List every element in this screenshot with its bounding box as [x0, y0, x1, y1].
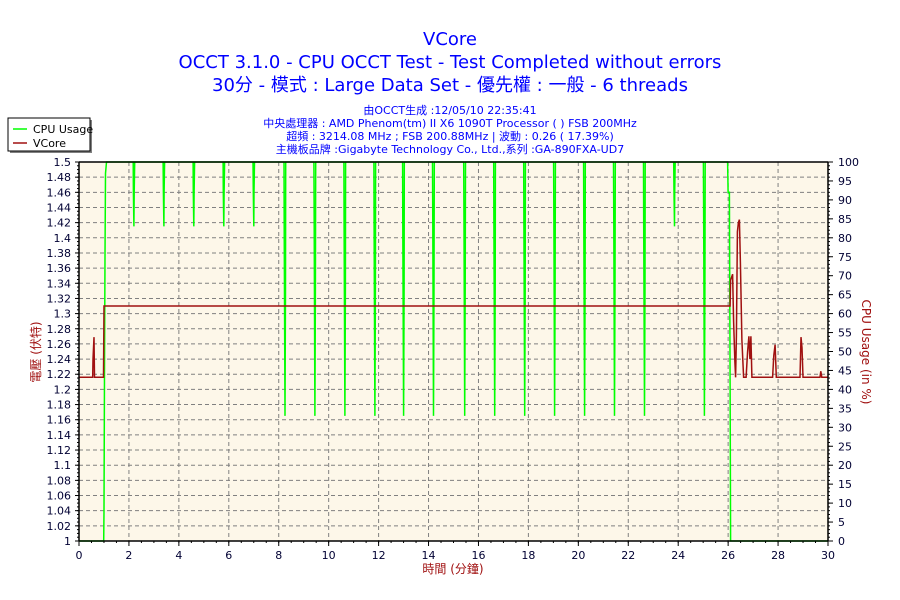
- y2-tick-label: 45: [838, 364, 852, 377]
- y2-tick-label: 40: [838, 383, 852, 396]
- y-tick-label: 1.12: [47, 444, 72, 457]
- chart-title: VCore: [423, 29, 477, 50]
- legend: CPU Usage VCore: [7, 117, 93, 153]
- y2-tick-label: 75: [838, 251, 852, 264]
- x-axis-label: 時間 (分鐘): [422, 561, 483, 576]
- y-tick-label: 1.02: [47, 520, 72, 533]
- y-tick-label: 1.28: [47, 323, 72, 336]
- y2-tick-label: 10: [838, 497, 852, 510]
- y2-tick-label: 35: [838, 402, 852, 415]
- y2-tick-label: 55: [838, 327, 852, 340]
- x-tick-label: 22: [621, 549, 635, 562]
- y-tick-label: 1.46: [47, 186, 72, 199]
- y-tick-label: 1.32: [47, 292, 72, 305]
- y-tick-label: 1.34: [47, 277, 72, 290]
- y-tick-label: 1.3: [54, 308, 72, 321]
- y2-tick-label: 25: [838, 440, 852, 453]
- y-tick-label: 1.22: [47, 368, 72, 381]
- info-cpu: 中央處理器 : AMD Phenom(tm) II X6 1090T Proce…: [263, 116, 637, 130]
- y2-tick-label: 95: [838, 175, 852, 188]
- info-generated: 由OCCT生成 :12/05/10 22:35:41: [363, 103, 536, 117]
- x-tick-label: 18: [521, 549, 535, 562]
- y2-tick-label: 5: [838, 516, 845, 529]
- info-motherboard: 主機板品牌 :Gigabyte Technology Co., Ltd.,系列 …: [276, 142, 624, 156]
- x-tick-label: 8: [275, 549, 282, 562]
- y2-tick-label: 60: [838, 308, 852, 321]
- y2-tick-label: 80: [838, 232, 852, 245]
- y-tick-label: 1.08: [47, 474, 72, 487]
- y-tick-label: 1.24: [47, 353, 72, 366]
- legend-label-cpu-usage: CPU Usage: [33, 123, 93, 136]
- x-tick-label: 12: [372, 549, 386, 562]
- legend-label-vcore: VCore: [33, 137, 66, 150]
- y2-tick-label: 15: [838, 478, 852, 491]
- y-tick-label: 1.42: [47, 217, 72, 230]
- gridlines: [79, 162, 828, 541]
- x-tick-label: 30: [821, 549, 835, 562]
- y-tick-label: 1.26: [47, 338, 72, 351]
- y2-tick-label: 90: [838, 194, 852, 207]
- y2-tick-label: 50: [838, 346, 852, 359]
- y2-axis-label: CPU Usage (in %): [859, 300, 873, 405]
- x-tick-label: 14: [422, 549, 436, 562]
- y2-tick-label: 20: [838, 459, 852, 472]
- axes: 1 1.02 1.04 1.06 1.08 1.1 1.12 1.14 1.16 1.18 1.2 1…: [47, 156, 860, 562]
- y2-tick-label: 65: [838, 289, 852, 302]
- y-tick-label: 1.4: [54, 232, 72, 245]
- x-tick-label: 16: [471, 549, 485, 562]
- y-tick-label: 1: [64, 535, 71, 548]
- y-tick-label: 1.44: [47, 201, 72, 214]
- y-tick-label: 1.2: [54, 383, 72, 396]
- chart-subtitle-1: OCCT 3.1.0 - CPU OCCT Test - Test Comple…: [179, 52, 722, 73]
- y-tick-label: 1.1: [54, 459, 72, 472]
- series-line-vcore: [79, 219, 828, 379]
- y2-tick-label: 100: [838, 156, 859, 169]
- x-tick-label: 10: [322, 549, 336, 562]
- y2-tick-label: 70: [838, 270, 852, 283]
- x-tick-label: 0: [76, 549, 83, 562]
- y-tick-label: 1.5: [54, 156, 72, 169]
- x-tick-label: 6: [225, 549, 232, 562]
- x-tick-label: 2: [125, 549, 132, 562]
- y-tick-label: 1.04: [47, 505, 72, 518]
- y2-tick-label: 30: [838, 421, 852, 434]
- y-axis-label: 電壓 (伏特): [28, 321, 43, 382]
- y-tick-label: 1.38: [47, 247, 72, 260]
- x-tick-label: 20: [571, 549, 585, 562]
- y-tick-label: 1.36: [47, 262, 72, 275]
- plot-area: [79, 162, 828, 541]
- y-tick-label: 1.06: [47, 490, 72, 503]
- y2-tick-label: 0: [838, 535, 845, 548]
- y2-tick-label: 85: [838, 213, 852, 226]
- x-tick-label: 4: [175, 549, 182, 562]
- info-clock: 超頻 : 3214.08 MHz ; FSB 200.88MHz | 波動 : …: [286, 129, 614, 143]
- x-tick-label: 24: [671, 549, 685, 562]
- x-tick-label: 26: [721, 549, 735, 562]
- y-tick-label: 1.16: [47, 414, 72, 427]
- y-tick-label: 1.14: [47, 429, 72, 442]
- chart-subtitle-2: 30分 - 模式 : Large Data Set - 優先權 : 一般 - 6…: [212, 75, 688, 96]
- y-tick-label: 1.48: [47, 171, 72, 184]
- y-tick-label: 1.18: [47, 399, 72, 412]
- legend-box: [7, 117, 91, 152]
- x-tick-label: 28: [771, 549, 785, 562]
